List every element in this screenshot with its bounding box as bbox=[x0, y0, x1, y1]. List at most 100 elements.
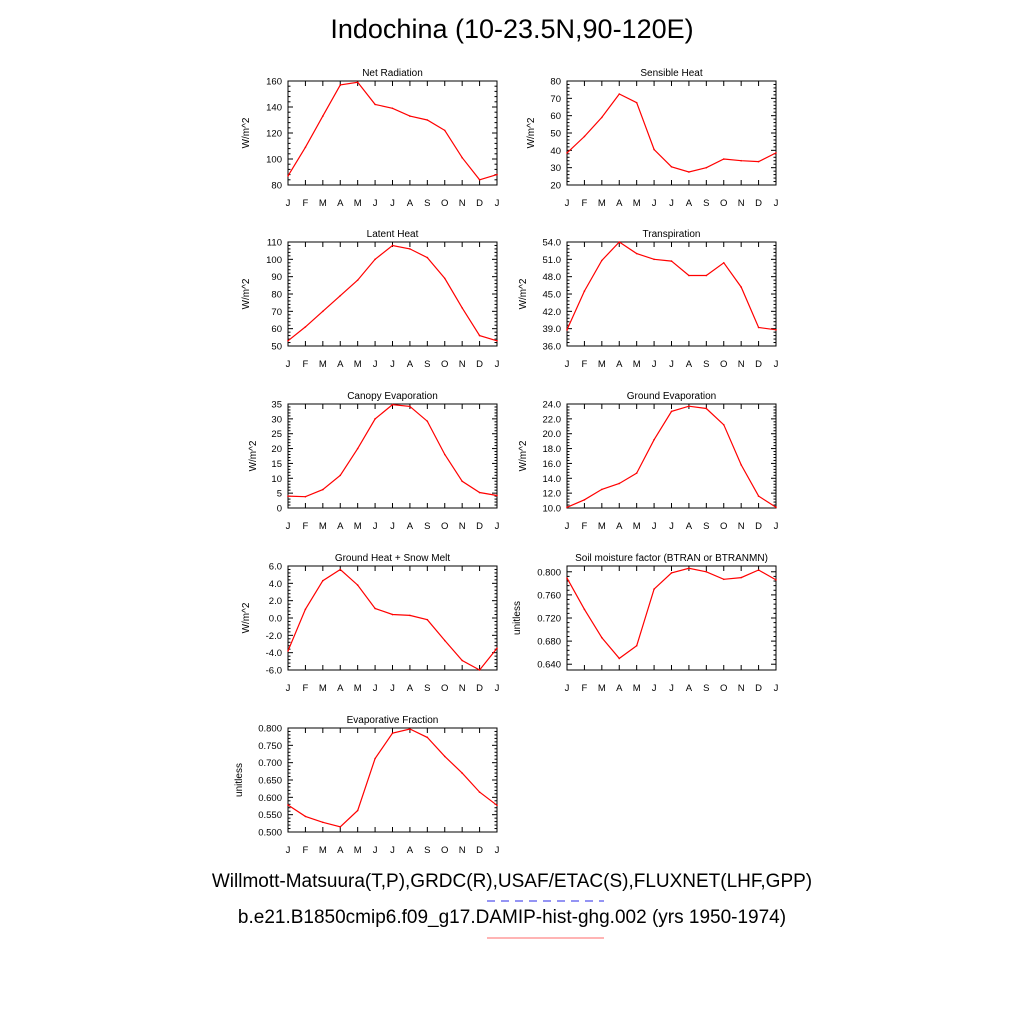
x-tick-label: D bbox=[755, 683, 762, 694]
x-tick-label: A bbox=[407, 198, 414, 209]
y-tick-label: 20 bbox=[271, 444, 282, 455]
data-series-line bbox=[566, 93, 777, 173]
y-tick-label: 80 bbox=[271, 290, 282, 301]
y-axis-label: W/m^2 bbox=[518, 278, 529, 309]
x-tick-label: J bbox=[669, 521, 674, 532]
x-tick-label: J bbox=[390, 359, 395, 370]
x-tick-label: S bbox=[424, 359, 430, 370]
data-point bbox=[635, 252, 638, 255]
plot-frame bbox=[566, 565, 777, 671]
x-tick-label: N bbox=[738, 359, 745, 370]
x-tick-label: J bbox=[390, 521, 395, 532]
plot-frame bbox=[287, 80, 498, 186]
x-tick-label: J bbox=[669, 198, 674, 209]
y-tick-label: 100 bbox=[266, 155, 282, 166]
y-tick-label: 20.0 bbox=[543, 429, 562, 440]
data-point bbox=[635, 472, 638, 474]
x-tick-label: A bbox=[686, 359, 693, 370]
data-point bbox=[374, 757, 376, 760]
panel-title: Soil moisture factor (BTRAN or BTRANMN) bbox=[575, 553, 768, 564]
data-point bbox=[409, 405, 411, 408]
data-point bbox=[443, 755, 446, 758]
data-point bbox=[496, 494, 498, 497]
data-point bbox=[287, 175, 289, 177]
data-point bbox=[757, 569, 760, 571]
data-point bbox=[722, 262, 725, 264]
data-point bbox=[688, 274, 690, 277]
data-point bbox=[653, 588, 655, 590]
x-tick-label: D bbox=[476, 521, 483, 532]
y-tick-label: 30 bbox=[550, 163, 561, 174]
data-point bbox=[618, 482, 621, 485]
x-tick-label: J bbox=[373, 359, 378, 370]
y-tick-label: 0.550 bbox=[258, 810, 282, 821]
data-point bbox=[635, 644, 638, 647]
data-point bbox=[722, 578, 725, 581]
data-point bbox=[356, 584, 359, 586]
x-tick-label: J bbox=[390, 683, 395, 694]
data-point bbox=[722, 158, 725, 160]
x-tick-label: O bbox=[441, 198, 448, 209]
y-tick-label: 0 bbox=[277, 504, 282, 515]
data-point bbox=[478, 491, 481, 494]
x-tick-label: J bbox=[286, 359, 291, 370]
data-point bbox=[287, 650, 289, 652]
x-tick-label: A bbox=[337, 683, 344, 694]
y-axis-label: W/m^2 bbox=[248, 440, 259, 471]
y-axis-label: W/m^2 bbox=[241, 278, 252, 309]
page-title: Indochina (10-23.5N,90-120E) bbox=[330, 14, 694, 44]
data-point bbox=[478, 669, 481, 671]
plot-frame bbox=[287, 403, 498, 509]
plot-frame bbox=[287, 727, 498, 833]
x-tick-label: A bbox=[337, 845, 344, 856]
x-tick-label: S bbox=[703, 359, 709, 370]
data-point bbox=[356, 447, 359, 450]
data-point bbox=[461, 772, 463, 774]
x-tick-label: J bbox=[652, 359, 657, 370]
panel-title: Transpiration bbox=[643, 229, 701, 240]
data-point bbox=[339, 294, 342, 297]
data-point bbox=[443, 129, 446, 132]
x-tick-label: J bbox=[373, 845, 378, 856]
data-series-line bbox=[287, 244, 498, 342]
y-tick-label: 10 bbox=[271, 474, 282, 485]
case-name-caption: b.e21.B1850cmip6.f09_g17.DAMIP-hist-ghg.… bbox=[237, 907, 787, 928]
y-axis-label: W/m^2 bbox=[241, 602, 252, 633]
data-point bbox=[391, 244, 394, 247]
x-tick-label: J bbox=[286, 521, 291, 532]
x-tick-label: M bbox=[598, 521, 606, 532]
data-series-line bbox=[566, 567, 777, 660]
data-point bbox=[374, 258, 376, 261]
x-tick-label: M bbox=[354, 683, 362, 694]
y-tick-label: 50 bbox=[550, 129, 561, 140]
x-tick-label: M bbox=[319, 521, 327, 532]
x-tick-label: M bbox=[319, 359, 327, 370]
x-tick-label: M bbox=[598, 359, 606, 370]
data-point bbox=[670, 572, 673, 574]
data-point bbox=[757, 495, 760, 497]
x-tick-label: F bbox=[303, 198, 309, 209]
data-point bbox=[653, 438, 655, 441]
x-tick-label: M bbox=[354, 198, 362, 209]
y-tick-label: 48.0 bbox=[543, 272, 562, 283]
y-tick-label: 100 bbox=[266, 255, 282, 266]
x-tick-label: A bbox=[407, 683, 414, 694]
data-point bbox=[426, 119, 429, 121]
data-point bbox=[653, 148, 655, 151]
y-tick-label: 42.0 bbox=[543, 307, 562, 318]
x-tick-label: J bbox=[495, 198, 500, 209]
data-point bbox=[757, 326, 760, 329]
data-point bbox=[601, 259, 603, 262]
data-point bbox=[461, 659, 463, 662]
plot-frame bbox=[566, 80, 777, 186]
x-tick-label: O bbox=[720, 359, 727, 370]
data-point bbox=[443, 277, 446, 280]
data-point bbox=[601, 488, 603, 491]
x-tick-label: A bbox=[337, 198, 344, 209]
y-tick-label: 16.0 bbox=[543, 459, 562, 470]
y-tick-label: 18.0 bbox=[543, 444, 562, 455]
y-tick-label: 120 bbox=[266, 129, 282, 140]
